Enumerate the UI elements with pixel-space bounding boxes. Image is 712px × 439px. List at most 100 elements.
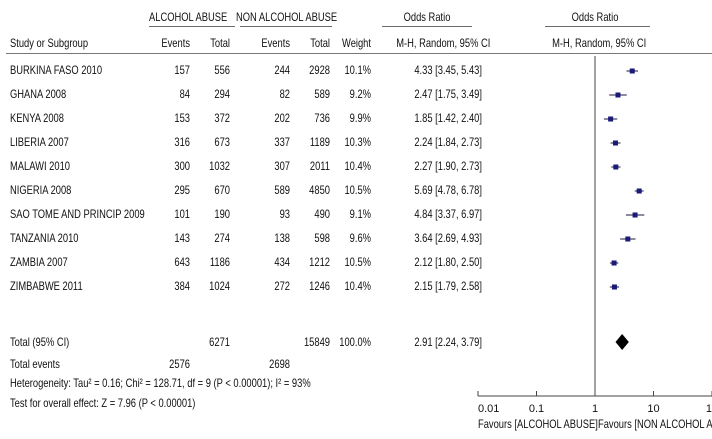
x-tick-label: 10 <box>647 403 659 415</box>
events2-cell: 138 <box>274 231 290 245</box>
ci-cell: 2.27 [1.90, 2.73] <box>414 159 482 173</box>
effect-marker <box>608 116 614 122</box>
events1-cell: 157 <box>174 63 190 77</box>
total1-cell: 274 <box>214 231 230 245</box>
x-tick-label: 0.01 <box>478 403 499 415</box>
events1-cell: 316 <box>174 135 190 149</box>
events2-cell: 272 <box>274 279 290 293</box>
total-events-label: Total events <box>10 357 60 371</box>
x-tick-label: 0.1 <box>529 403 544 415</box>
total2-cell: 589 <box>314 87 330 101</box>
effect-marker <box>625 236 631 242</box>
total1-cell: 1032 <box>209 159 230 173</box>
group1-header: ALCOHOL ABUSE <box>149 10 228 24</box>
x-tick-label: 10 <box>706 403 712 415</box>
events1-cell: 153 <box>174 111 190 125</box>
total2-cell: 1189 <box>309 135 330 149</box>
or-text-title: Odds Ratio <box>403 10 451 24</box>
or-plot-underline <box>545 26 650 27</box>
total-t2: 15849 <box>303 335 330 349</box>
study-name: SAO TOME AND PRINCIP 2009 <box>10 207 145 221</box>
events2-cell: 337 <box>274 135 290 149</box>
events1-cell: 101 <box>174 207 190 221</box>
events2-cell: 434 <box>274 255 290 269</box>
events1-cell: 643 <box>174 255 190 269</box>
total1-cell: 673 <box>214 135 230 149</box>
weight-cell: 10.3% <box>344 135 371 149</box>
ci-cell: 4.33 [3.45, 5.43] <box>414 63 482 77</box>
events1-cell: 143 <box>174 231 190 245</box>
weight-cell: 10.4% <box>344 279 371 293</box>
events1-cell: 295 <box>174 183 190 197</box>
events1-cell: 84 <box>179 87 190 101</box>
weight-cell: 9.2% <box>349 87 371 101</box>
total2-cell: 1246 <box>309 279 330 293</box>
effect-marker <box>615 92 621 98</box>
study-name: LIBERIA 2007 <box>10 135 69 149</box>
events2-cell: 307 <box>274 159 290 173</box>
weight-cell: 9.1% <box>349 207 371 221</box>
total2-cell: 490 <box>314 207 330 221</box>
or-plot-title: Odds Ratio <box>571 10 619 24</box>
study-name: NIGERIA 2008 <box>10 183 72 197</box>
weight-cell: 10.1% <box>344 63 371 77</box>
favours-right-label: Favours [NON ALCOHOL ABU <box>598 417 712 431</box>
method-text-header: M-H, Random, 95% CI <box>396 36 491 50</box>
weight-cell: 10.5% <box>344 183 371 197</box>
total2-cell: 2011 <box>309 159 330 173</box>
ci-cell: 2.15 [1.79, 2.58] <box>414 279 482 293</box>
events1-cell: 384 <box>174 279 190 293</box>
events2-cell: 589 <box>274 183 290 197</box>
ci-cell: 2.12 [1.80, 2.50] <box>414 255 482 269</box>
study-name: TANZANIA 2010 <box>10 231 79 245</box>
total1-cell: 190 <box>214 207 230 221</box>
total2-cell: 1212 <box>309 255 330 269</box>
group2-header: NON ALCOHOL ABUSE <box>236 10 338 24</box>
total2-header: Total <box>310 36 330 50</box>
events2-header: Events <box>261 36 290 50</box>
study-name: ZIMBABWE 2011 <box>10 279 83 293</box>
total-events-e2: 2698 <box>269 357 290 371</box>
events2-cell: 202 <box>274 111 290 125</box>
total-weight: 100.0% <box>339 335 371 349</box>
total1-header: Total <box>210 36 230 50</box>
effect-marker <box>611 260 617 266</box>
header-separator <box>6 53 712 54</box>
effect-marker <box>629 68 635 74</box>
total1-cell: 372 <box>214 111 230 125</box>
ci-cell: 3.64 [2.69, 4.93] <box>414 231 482 245</box>
study-name: KENYA 2008 <box>10 111 64 125</box>
group1-underline <box>149 26 235 27</box>
total-events-e1: 2576 <box>169 357 190 371</box>
study-name: ZAMBIA 2007 <box>10 255 68 269</box>
overall-effect-text: Test for overall effect: Z = 7.96 (P < 0… <box>10 396 196 410</box>
total1-cell: 1024 <box>209 279 230 293</box>
total1-cell: 1186 <box>209 255 230 269</box>
study-name: GHANA 2008 <box>10 87 67 101</box>
total2-cell: 598 <box>314 231 330 245</box>
pooled-diamond <box>615 334 629 350</box>
total1-cell: 294 <box>214 87 230 101</box>
total-ci: 2.91 [2.24, 3.79] <box>414 335 482 349</box>
heterogeneity-text: Heterogeneity: Tau² = 0.16; Chi² = 128.7… <box>10 376 311 390</box>
events2-cell: 93 <box>279 207 290 221</box>
study-name: MALAWI 2010 <box>10 159 70 173</box>
ci-cell: 2.47 [1.75, 3.49] <box>414 87 482 101</box>
weight-cell: 9.9% <box>349 111 371 125</box>
favours-left-label: Favours [ALCOHOL ABUSE] <box>478 417 598 431</box>
events2-cell: 244 <box>274 63 290 77</box>
ci-cell: 5.69 [4.78, 6.78] <box>414 183 482 197</box>
weight-cell: 10.5% <box>344 255 371 269</box>
events1-cell: 300 <box>174 159 190 173</box>
total2-cell: 4850 <box>309 183 330 197</box>
total-t1: 6271 <box>209 335 230 349</box>
total1-cell: 670 <box>214 183 230 197</box>
total-label: Total (95% CI) <box>10 335 70 349</box>
effect-marker <box>632 212 638 218</box>
effect-marker <box>611 284 617 290</box>
study-name: BURKINA FASO 2010 <box>10 63 103 77</box>
or-text-underline <box>382 26 472 27</box>
method-plot-header: M-H, Random, 95% CI <box>552 36 647 50</box>
effect-marker <box>613 164 619 170</box>
